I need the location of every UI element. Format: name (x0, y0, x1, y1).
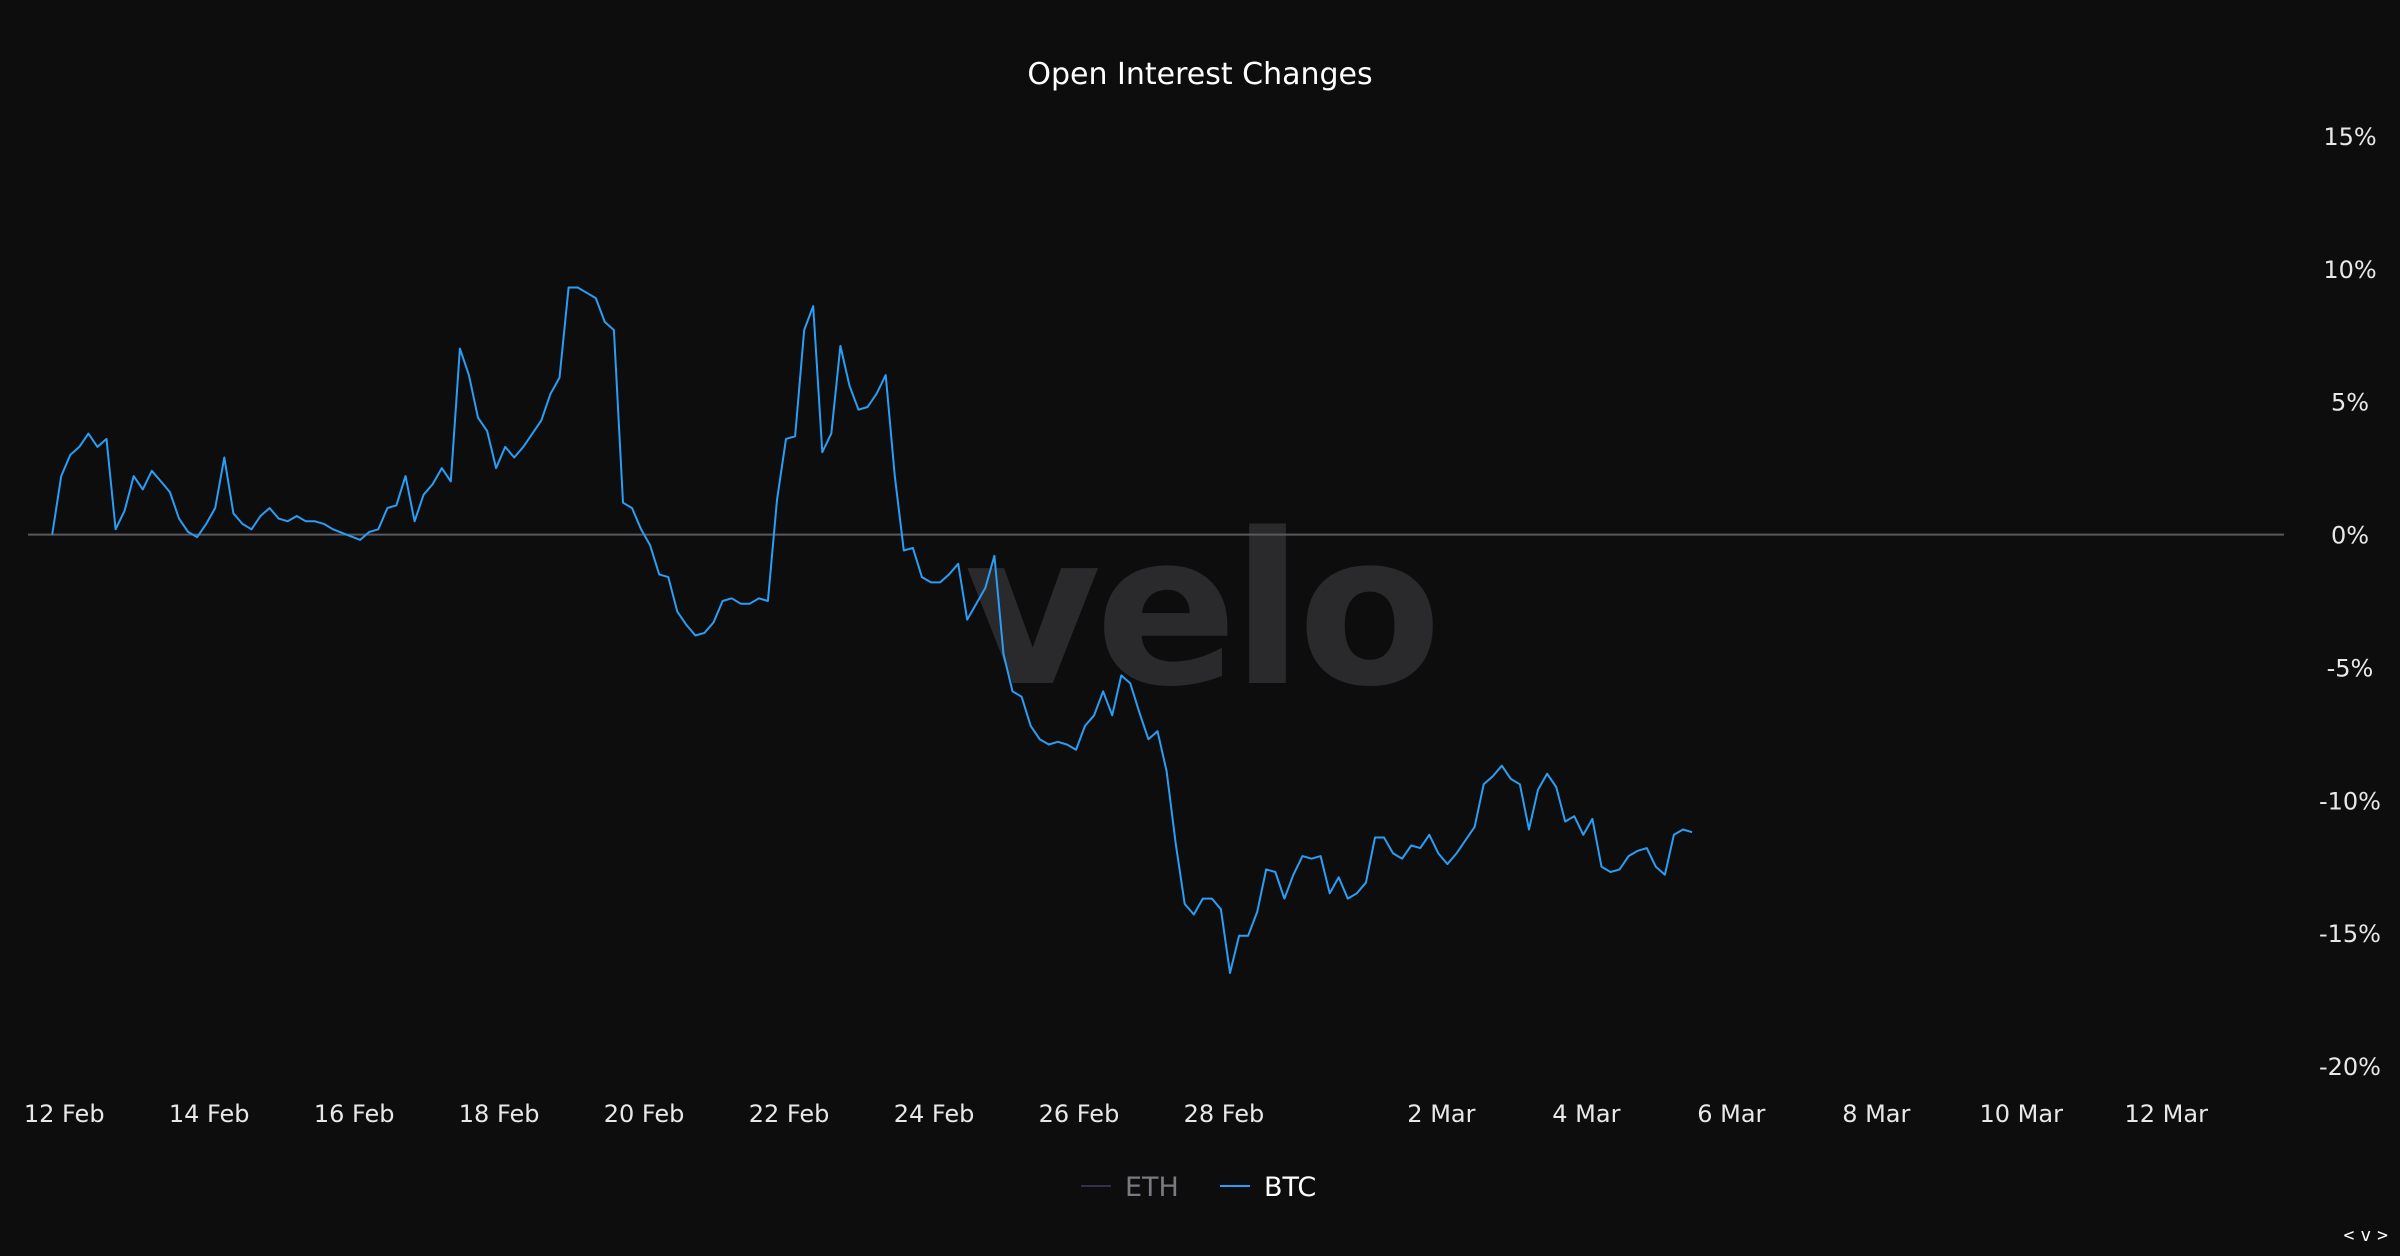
y-tick-label: -10% (2319, 787, 2381, 815)
x-tick-label: 10 Mar (1980, 1100, 2064, 1128)
x-tick-label: 2 Mar (1407, 1100, 1475, 1128)
x-tick-label: 24 Feb (894, 1100, 975, 1128)
x-tick-label: 8 Mar (1842, 1100, 1910, 1128)
legend-label: BTC (1264, 1172, 1316, 1203)
x-tick-label: 14 Feb (169, 1100, 250, 1128)
x-tick-label: 6 Mar (1697, 1100, 1765, 1128)
y-tick-label: -15% (2319, 920, 2381, 948)
x-tick-label: 12 Feb (24, 1100, 105, 1128)
x-tick-label: 26 Feb (1039, 1100, 1120, 1128)
x-tick-label: 28 Feb (1184, 1100, 1265, 1128)
series-btc (51, 286, 1693, 974)
chart-title: Open Interest Changes (1027, 57, 1372, 92)
y-tick-label: 5% (2331, 389, 2369, 417)
velo-watermark: velo (964, 488, 1436, 733)
x-tick-label: 18 Feb (459, 1100, 540, 1128)
y-axis: 15% 10% 5% 0% -5% -10% -15% -20% (2319, 123, 2381, 1081)
y-tick-label: 10% (2323, 256, 2376, 284)
x-tick-label: 16 Feb (314, 1100, 395, 1128)
x-tick-label: 4 Mar (1552, 1100, 1620, 1128)
x-axis: 12 Feb 14 Feb 16 Feb 18 Feb 20 Feb 22 Feb 24 F… (24, 1100, 2208, 1128)
y-tick-label: -20% (2319, 1053, 2381, 1081)
legend[interactable]: ETH BTC (1081, 1172, 1316, 1203)
scroll-down-icon[interactable]: v (2360, 1225, 2372, 1246)
x-tick-label: 12 Mar (2124, 1100, 2208, 1128)
legend-label: ETH (1125, 1172, 1179, 1203)
y-tick-label: -5% (2327, 654, 2374, 682)
legend-item-eth[interactable]: ETH (1081, 1172, 1179, 1203)
scroll-right-icon[interactable]: > (2377, 1225, 2388, 1246)
y-tick-label: 15% (2323, 123, 2376, 151)
legend-item-btc[interactable]: BTC (1220, 1172, 1316, 1203)
x-tick-label: 22 Feb (749, 1100, 830, 1128)
scroll-controls[interactable]: < v > (2343, 1225, 2388, 1246)
series-layer (51, 286, 1693, 974)
series-line-btc (51, 286, 1693, 974)
scroll-left-icon[interactable]: < (2343, 1225, 2355, 1246)
y-tick-label: 0% (2331, 522, 2369, 550)
x-tick-label: 20 Feb (604, 1100, 685, 1128)
